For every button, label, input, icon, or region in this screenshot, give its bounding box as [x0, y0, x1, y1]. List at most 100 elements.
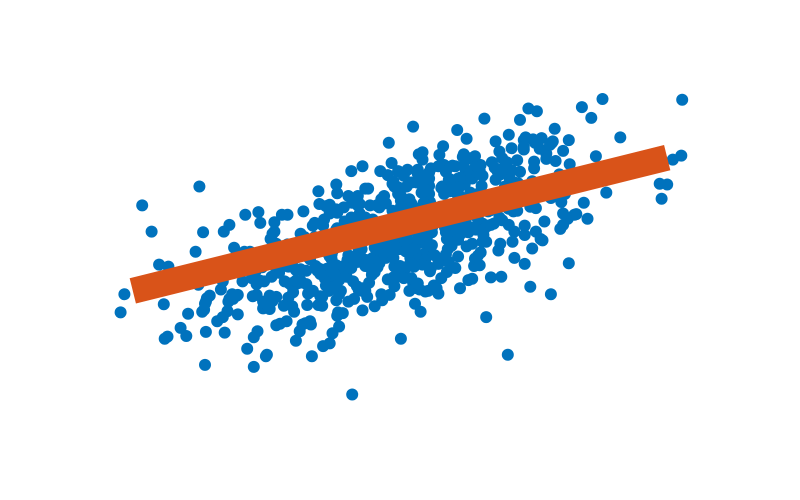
data-point	[394, 332, 407, 345]
data-point	[342, 295, 355, 308]
data-point	[575, 101, 588, 114]
data-point	[502, 128, 515, 141]
data-point	[596, 93, 609, 105]
data-point	[313, 198, 326, 210]
data-point	[676, 93, 689, 106]
data-point	[489, 135, 502, 148]
data-point	[452, 250, 465, 263]
data-point	[374, 165, 387, 178]
data-point	[430, 282, 443, 295]
data-point	[387, 271, 400, 284]
data-point	[329, 280, 342, 293]
data-point	[231, 308, 244, 321]
data-point	[451, 124, 464, 136]
data-point	[407, 243, 420, 256]
data-point	[495, 165, 508, 178]
data-point	[435, 181, 448, 194]
data-point	[421, 230, 434, 243]
data-point	[452, 233, 465, 246]
data-point	[289, 334, 302, 347]
data-point	[500, 156, 513, 169]
data-point	[600, 186, 613, 199]
data-point	[226, 288, 239, 301]
data-point	[331, 309, 344, 322]
data-point	[118, 288, 131, 301]
data-point	[330, 178, 343, 191]
fit-line-layer	[129, 144, 671, 304]
data-point	[274, 317, 286, 330]
data-point	[268, 216, 281, 229]
data-point	[306, 284, 319, 297]
data-point	[562, 134, 575, 147]
data-point	[359, 182, 372, 195]
data-point	[199, 325, 212, 338]
data-point	[540, 152, 553, 165]
data-point	[228, 241, 241, 254]
data-point	[236, 275, 249, 288]
data-point	[289, 264, 302, 276]
data-point	[460, 132, 473, 145]
data-point	[443, 173, 456, 186]
data-point	[286, 300, 299, 313]
data-point	[454, 171, 466, 184]
data-point	[517, 140, 530, 153]
data-point	[331, 187, 344, 200]
data-point	[397, 169, 410, 182]
data-point	[308, 216, 321, 229]
data-point	[538, 215, 551, 228]
data-point	[424, 162, 437, 175]
data-point	[260, 348, 273, 361]
data-point	[589, 150, 602, 163]
data-point	[385, 157, 398, 169]
data-point	[319, 279, 332, 292]
data-point	[577, 196, 590, 209]
data-point	[331, 206, 344, 219]
data-point	[289, 274, 302, 287]
data-point	[478, 112, 491, 125]
data-point	[218, 326, 231, 339]
data-point	[263, 289, 276, 302]
data-point	[557, 218, 570, 231]
data-point	[266, 227, 279, 240]
data-point	[199, 297, 211, 310]
data-point	[199, 358, 211, 371]
data-point	[549, 155, 562, 167]
data-point	[557, 144, 570, 157]
data-point	[530, 105, 543, 118]
data-point	[356, 160, 369, 173]
data-point	[505, 142, 518, 155]
data-point	[239, 208, 252, 221]
data-point	[653, 177, 666, 190]
data-point	[397, 272, 410, 285]
data-point	[382, 136, 395, 149]
data-point	[453, 181, 466, 194]
data-point	[364, 253, 377, 266]
data-point	[387, 251, 400, 264]
data-point	[518, 219, 531, 232]
data-point	[182, 307, 195, 320]
data-point	[305, 350, 318, 363]
data-point	[476, 235, 489, 248]
data-point	[474, 246, 487, 259]
data-point	[432, 257, 445, 270]
data-point	[356, 304, 369, 317]
data-point	[524, 280, 537, 293]
data-point	[114, 306, 127, 319]
data-point	[297, 205, 310, 218]
data-point	[585, 111, 598, 124]
data-point	[312, 185, 325, 198]
data-point	[189, 245, 202, 258]
data-point	[346, 196, 359, 209]
data-point	[502, 218, 515, 231]
data-point	[484, 271, 497, 284]
data-point	[489, 173, 502, 186]
data-point	[435, 272, 448, 285]
data-point	[449, 160, 462, 173]
data-point	[345, 262, 358, 274]
data-point	[333, 320, 346, 333]
data-point	[304, 315, 316, 328]
data-point	[557, 207, 570, 220]
data-point	[506, 235, 519, 248]
data-point	[466, 272, 479, 285]
